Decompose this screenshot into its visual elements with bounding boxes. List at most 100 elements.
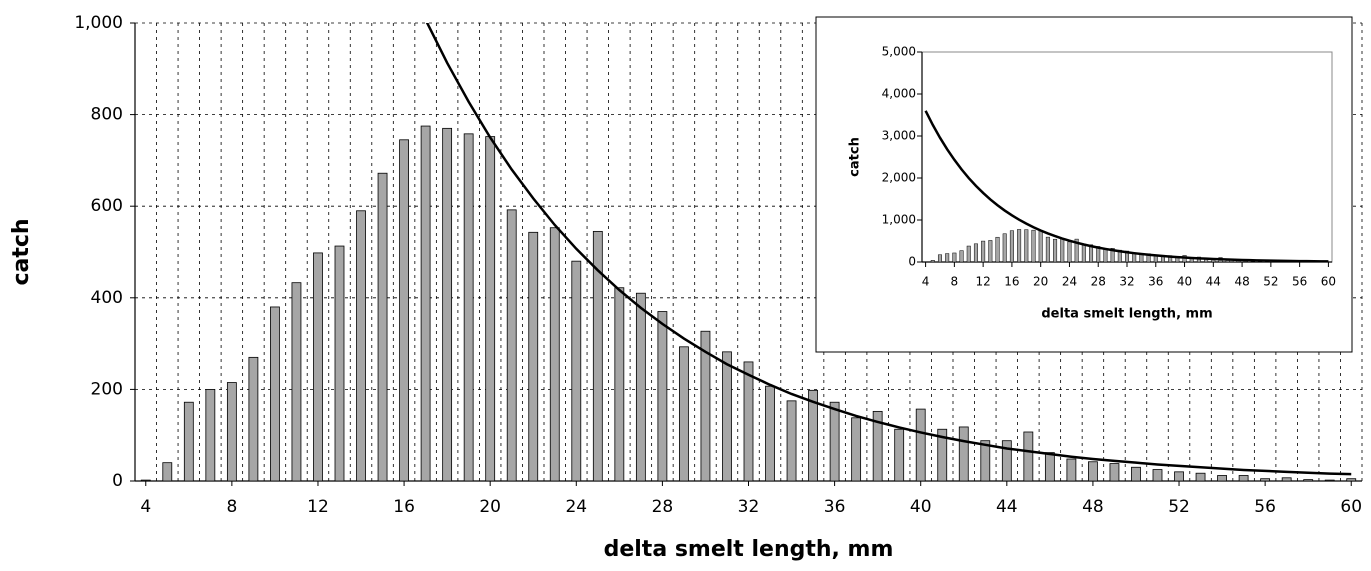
x-tick-label: 28	[652, 497, 674, 517]
y-tick-label: 0	[908, 255, 916, 269]
y-axis-label: catch	[848, 137, 863, 177]
y-tick-label: 5,000	[882, 45, 916, 59]
bar	[958, 426, 969, 482]
y-tick-label: 0	[112, 471, 123, 491]
bar	[356, 210, 366, 482]
bar	[722, 351, 732, 482]
bar	[549, 227, 560, 482]
x-tick-label: 8	[226, 497, 237, 517]
x-tick-label: 20	[1033, 275, 1048, 289]
bar	[1346, 478, 1357, 482]
bar	[765, 385, 775, 482]
bar	[1023, 431, 1034, 482]
bar	[980, 440, 991, 482]
bar	[270, 306, 280, 482]
bar	[915, 408, 926, 482]
x-tick-label: 4	[140, 497, 151, 517]
bar	[1131, 466, 1141, 482]
x-tick-label: 44	[1206, 275, 1221, 289]
x-axis-label: delta smelt length, mm	[604, 537, 894, 562]
x-tick-label: 12	[975, 275, 990, 289]
bar	[1303, 479, 1314, 482]
y-tick-label: 600	[91, 196, 123, 216]
x-tick-label: 56	[1254, 497, 1276, 517]
bar	[937, 254, 942, 263]
bar	[872, 410, 883, 482]
bar	[1152, 469, 1163, 482]
x-tick-label: 24	[565, 497, 587, 517]
x-tick-label: 32	[738, 497, 760, 517]
bar	[1324, 479, 1335, 482]
bar	[995, 236, 1000, 263]
bar	[1044, 452, 1055, 482]
bar	[937, 428, 948, 482]
bar	[851, 417, 862, 482]
bar	[1017, 229, 1022, 263]
bar	[966, 245, 971, 263]
bar	[973, 243, 978, 263]
y-axis-label: catch	[9, 218, 34, 285]
bar	[1088, 461, 1098, 482]
bar	[1066, 458, 1077, 482]
x-tick-label: 16	[393, 497, 415, 517]
bar	[1009, 230, 1014, 263]
y-tick-label: 3,000	[882, 129, 916, 143]
x-tick-label: 4	[922, 275, 930, 289]
x-tick-label: 60	[1340, 497, 1362, 517]
x-tick-label: 48	[1234, 275, 1249, 289]
bar	[1174, 471, 1184, 482]
bar	[140, 479, 151, 482]
bar	[614, 287, 625, 482]
bar	[1038, 230, 1043, 263]
x-tick-label: 40	[910, 497, 932, 517]
bar	[313, 252, 323, 482]
bar	[528, 231, 539, 482]
bar	[930, 260, 935, 263]
x-tick-label: 8	[951, 275, 959, 289]
x-tick-label: 36	[1148, 275, 1163, 289]
bar	[183, 401, 194, 482]
bar	[399, 139, 409, 482]
bar	[463, 133, 474, 482]
bar	[334, 245, 345, 482]
bar	[1074, 238, 1079, 263]
x-tick-label: 20	[479, 497, 501, 517]
bar	[959, 250, 964, 263]
bar	[1053, 238, 1058, 263]
bar	[945, 253, 950, 263]
bar	[829, 401, 840, 482]
bar	[1002, 233, 1007, 263]
y-tick-label: 2,000	[882, 171, 916, 185]
bar	[635, 292, 646, 482]
bar	[988, 240, 993, 263]
bar	[981, 240, 986, 263]
y-tick-label: 800	[91, 105, 123, 125]
bar	[506, 209, 517, 482]
bar	[205, 388, 216, 482]
bar	[743, 361, 754, 482]
bar	[226, 382, 237, 482]
bar	[592, 230, 603, 482]
y-tick-label: 4,000	[882, 87, 916, 101]
x-tick-label: 28	[1091, 275, 1106, 289]
bar	[1031, 229, 1036, 263]
bar	[1238, 475, 1249, 482]
y-tick-label: 200	[91, 379, 123, 399]
bar	[952, 252, 957, 263]
bar	[1195, 472, 1206, 482]
bar	[1001, 440, 1012, 482]
x-tick-label: 44	[996, 497, 1018, 517]
bar	[1109, 463, 1120, 482]
bar	[700, 330, 711, 482]
bar	[1110, 248, 1115, 263]
bar	[485, 136, 496, 482]
bar	[1081, 244, 1086, 263]
bar	[1045, 236, 1050, 263]
bar	[786, 400, 797, 482]
x-tick-label: 56	[1292, 275, 1307, 289]
x-tick-label: 32	[1119, 275, 1134, 289]
x-tick-label: 36	[824, 497, 846, 517]
x-tick-label: 40	[1177, 275, 1192, 289]
